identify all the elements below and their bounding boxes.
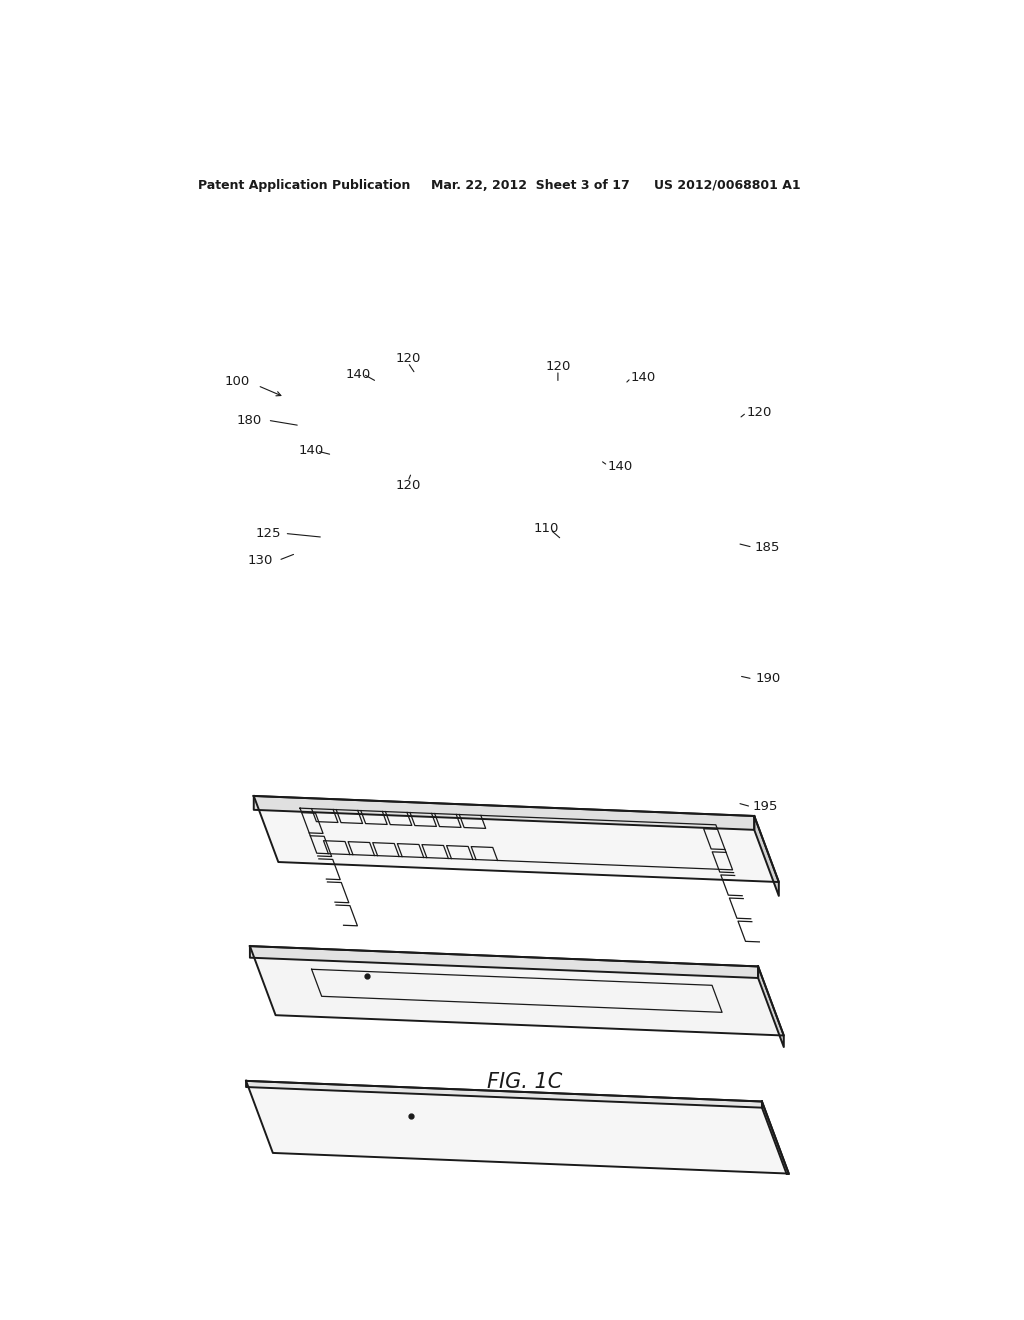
Text: 140: 140: [345, 367, 371, 380]
Text: US 2012/0068801 A1: US 2012/0068801 A1: [654, 178, 801, 191]
Text: 100: 100: [224, 375, 250, 388]
Text: 180: 180: [237, 413, 261, 426]
Text: 190: 190: [756, 672, 781, 685]
Text: 140: 140: [631, 371, 656, 384]
Polygon shape: [246, 1081, 762, 1107]
Text: Mar. 22, 2012  Sheet 3 of 17: Mar. 22, 2012 Sheet 3 of 17: [431, 178, 630, 191]
Text: 140: 140: [608, 459, 633, 473]
Text: 120: 120: [395, 352, 421, 366]
Polygon shape: [250, 946, 758, 978]
Polygon shape: [767, 1233, 796, 1320]
Text: 140: 140: [299, 445, 325, 458]
Text: 120: 120: [395, 479, 421, 492]
Text: 120: 120: [746, 407, 772, 418]
Polygon shape: [758, 966, 783, 1047]
Text: 120: 120: [545, 360, 570, 372]
Polygon shape: [240, 1212, 767, 1250]
Polygon shape: [254, 796, 779, 882]
Text: 125: 125: [255, 527, 281, 540]
Text: 185: 185: [755, 541, 779, 554]
Polygon shape: [246, 1081, 788, 1173]
Text: 195: 195: [753, 800, 778, 813]
Polygon shape: [762, 1101, 788, 1180]
Text: Patent Application Publication: Patent Application Publication: [199, 178, 411, 191]
Polygon shape: [254, 796, 755, 830]
Text: 110: 110: [534, 521, 559, 535]
Polygon shape: [240, 1212, 796, 1309]
Polygon shape: [755, 816, 779, 896]
Polygon shape: [250, 946, 783, 1035]
Text: 130: 130: [248, 554, 273, 566]
Text: FIG. 1C: FIG. 1C: [487, 1072, 562, 1093]
